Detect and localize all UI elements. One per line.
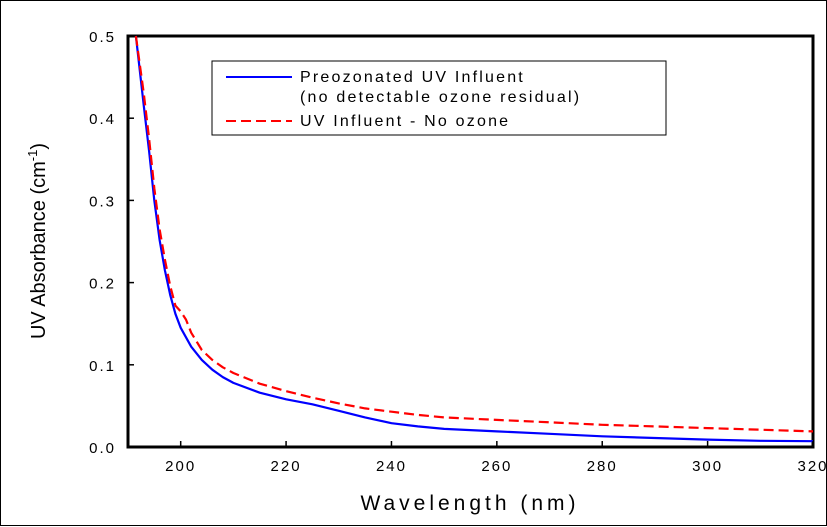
y-tick-label: 0.3 bbox=[89, 193, 116, 210]
legend-label-preozonated-line1: Preozonated UV Influent bbox=[300, 69, 525, 86]
y-axis-title-main: UV Absorbance (cm bbox=[28, 161, 50, 339]
x-axis-title: Wavelength (nm) bbox=[360, 492, 579, 515]
x-tick-label: 260 bbox=[481, 458, 512, 475]
x-tick-label: 200 bbox=[165, 458, 196, 475]
y-tick-label: 0.1 bbox=[89, 358, 116, 375]
legend-box bbox=[211, 60, 667, 136]
y-tick-label: 0.2 bbox=[89, 276, 116, 293]
x-tick-label: 300 bbox=[692, 458, 723, 475]
y-axis-title-close: ) bbox=[28, 143, 50, 150]
series-line-no-ozone bbox=[134, 35, 814, 433]
series-line-preozonated bbox=[134, 35, 814, 443]
legend-label-preozonated-line2: (no detectable ozone residual) bbox=[300, 89, 581, 106]
legend-label-no-ozone: UV Influent - No ozone bbox=[300, 113, 510, 130]
x-tick-label: 320 bbox=[797, 458, 827, 475]
y-axis-title-sup: -1 bbox=[25, 150, 40, 162]
series-layer bbox=[134, 35, 814, 443]
x-tick-label: 220 bbox=[271, 458, 302, 475]
y-tick-label: 0.5 bbox=[89, 29, 116, 46]
x-tick-label: 280 bbox=[587, 458, 618, 475]
legend: Preozonated UV Influent (no detectable o… bbox=[211, 60, 667, 136]
y-axis-title: UV Absorbance (cm-1) bbox=[25, 143, 50, 339]
axis-layer: 0.0 0.1 0.2 0.3 0.4 0.5 200 220 240 260 280 300 320 bbox=[89, 29, 827, 475]
y-tick-label: 0.0 bbox=[89, 440, 116, 457]
y-tick-label: 0.4 bbox=[89, 111, 116, 128]
x-tick-label: 240 bbox=[376, 458, 407, 475]
